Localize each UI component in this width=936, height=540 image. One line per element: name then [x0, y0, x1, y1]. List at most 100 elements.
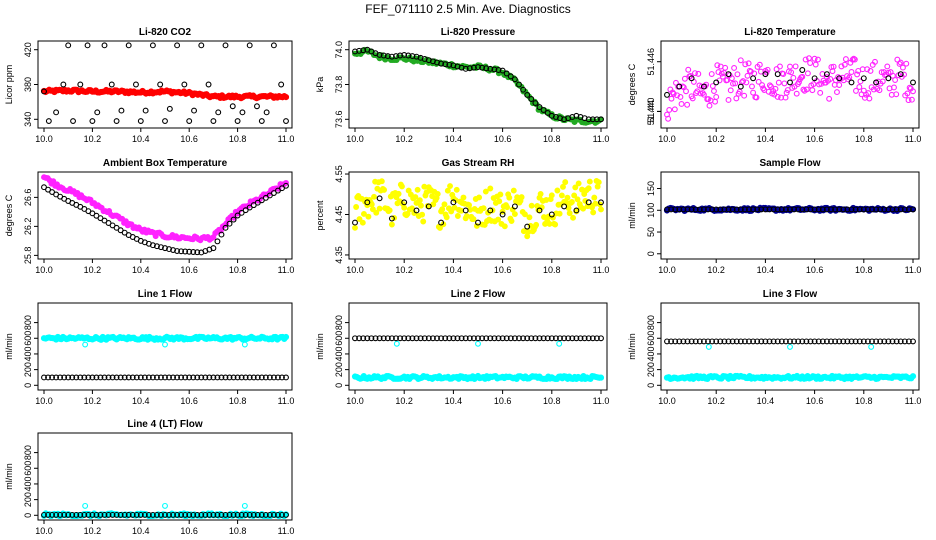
data-point [166, 246, 172, 253]
data-point [810, 81, 817, 88]
data-point [840, 206, 847, 213]
data-point [393, 335, 399, 342]
y-tick-label: 150 [646, 181, 656, 196]
data-point [230, 511, 237, 518]
data-point [581, 335, 588, 342]
data-point [84, 42, 91, 49]
data-point [897, 71, 904, 78]
data-point [823, 206, 830, 213]
data-point [109, 511, 116, 518]
data-point [242, 374, 249, 381]
data-point [719, 73, 726, 80]
x-tick-label: 10.4 [132, 265, 150, 275]
data-point [360, 335, 367, 342]
data-point [528, 202, 535, 209]
data-point [125, 42, 132, 49]
data-point [544, 109, 551, 116]
x-tick-label: 10.2 [395, 396, 413, 406]
data-point [725, 338, 732, 345]
data-point [222, 374, 229, 381]
data-point [548, 335, 555, 342]
y-tick-label: 26.2 [23, 218, 33, 236]
x-tick-label: 11.0 [278, 526, 295, 536]
data-point [178, 374, 185, 381]
data-point [848, 206, 855, 213]
data-point [770, 338, 777, 345]
data-point [536, 207, 543, 214]
data-point [45, 511, 51, 518]
data-point [49, 511, 56, 518]
data-point [495, 67, 502, 73]
series-1-min [352, 46, 604, 126]
series-2-5-min-ave [41, 511, 289, 518]
data-point [889, 206, 896, 213]
data-point [413, 335, 420, 342]
data-point [574, 196, 581, 203]
panel-line1: Line 1 Flow 10.0 10.2 10.4 10.6 10.8 11.0 0 2004… [4, 289, 294, 406]
data-point [722, 64, 729, 71]
y-axis-label: ml/min [4, 463, 14, 490]
data-point [438, 335, 445, 342]
data-point [470, 64, 477, 71]
x-tick-label: 10.8 [543, 265, 561, 275]
data-point [198, 511, 205, 518]
data-point [670, 90, 677, 97]
plot-frame [660, 40, 920, 129]
y-tick-label: 100 [646, 203, 656, 218]
data-point [766, 82, 773, 89]
data-point [561, 203, 568, 210]
data-point [741, 338, 748, 345]
data-point [101, 374, 108, 381]
data-point [214, 238, 221, 245]
data-point [700, 83, 707, 90]
data-point [372, 335, 379, 342]
x-tick-label: 10.6 [494, 265, 512, 275]
data-point [849, 56, 856, 63]
data-point [744, 72, 751, 79]
y-tick-label: 600 [646, 331, 656, 346]
data-point [239, 109, 246, 116]
data-point [491, 335, 498, 342]
plot-area [352, 177, 604, 240]
data-point [504, 204, 511, 211]
data-point [73, 511, 80, 518]
y-axis-label: ml/min [627, 333, 637, 360]
data-point [573, 207, 580, 214]
data-point [536, 335, 543, 342]
data-point [809, 87, 816, 94]
y-axis-label: degrees C [4, 194, 14, 236]
data-point [860, 75, 867, 82]
data-point [483, 65, 490, 72]
data-point [246, 511, 253, 518]
data-point [585, 199, 592, 206]
panel-title: Li-820 Pressure [441, 27, 516, 38]
data-point [446, 61, 453, 68]
data-point [772, 85, 779, 92]
data-point [69, 374, 76, 381]
data-point [733, 338, 740, 345]
x-tick-label: 11.0 [278, 265, 295, 275]
data-point [487, 65, 494, 72]
data-point [674, 92, 681, 99]
plot-area [41, 174, 289, 256]
y-tick-label: 200 [334, 362, 344, 377]
series-1-min-high [82, 502, 248, 509]
x-tick-label: 10.6 [806, 265, 824, 275]
x-tick-label: 10.8 [229, 265, 247, 275]
data-point [695, 70, 702, 77]
data-point [815, 338, 822, 345]
data-point [766, 206, 773, 213]
plot-area [663, 204, 917, 215]
data-point [77, 374, 84, 381]
data-point [266, 511, 273, 518]
data-point [868, 343, 875, 350]
data-point [511, 211, 518, 218]
data-point [893, 91, 900, 98]
data-point [458, 335, 465, 342]
data-point [61, 374, 68, 381]
data-point [53, 374, 60, 381]
data-point [807, 338, 814, 345]
data-point [750, 206, 757, 213]
data-point [750, 89, 757, 96]
data-point [737, 206, 744, 213]
